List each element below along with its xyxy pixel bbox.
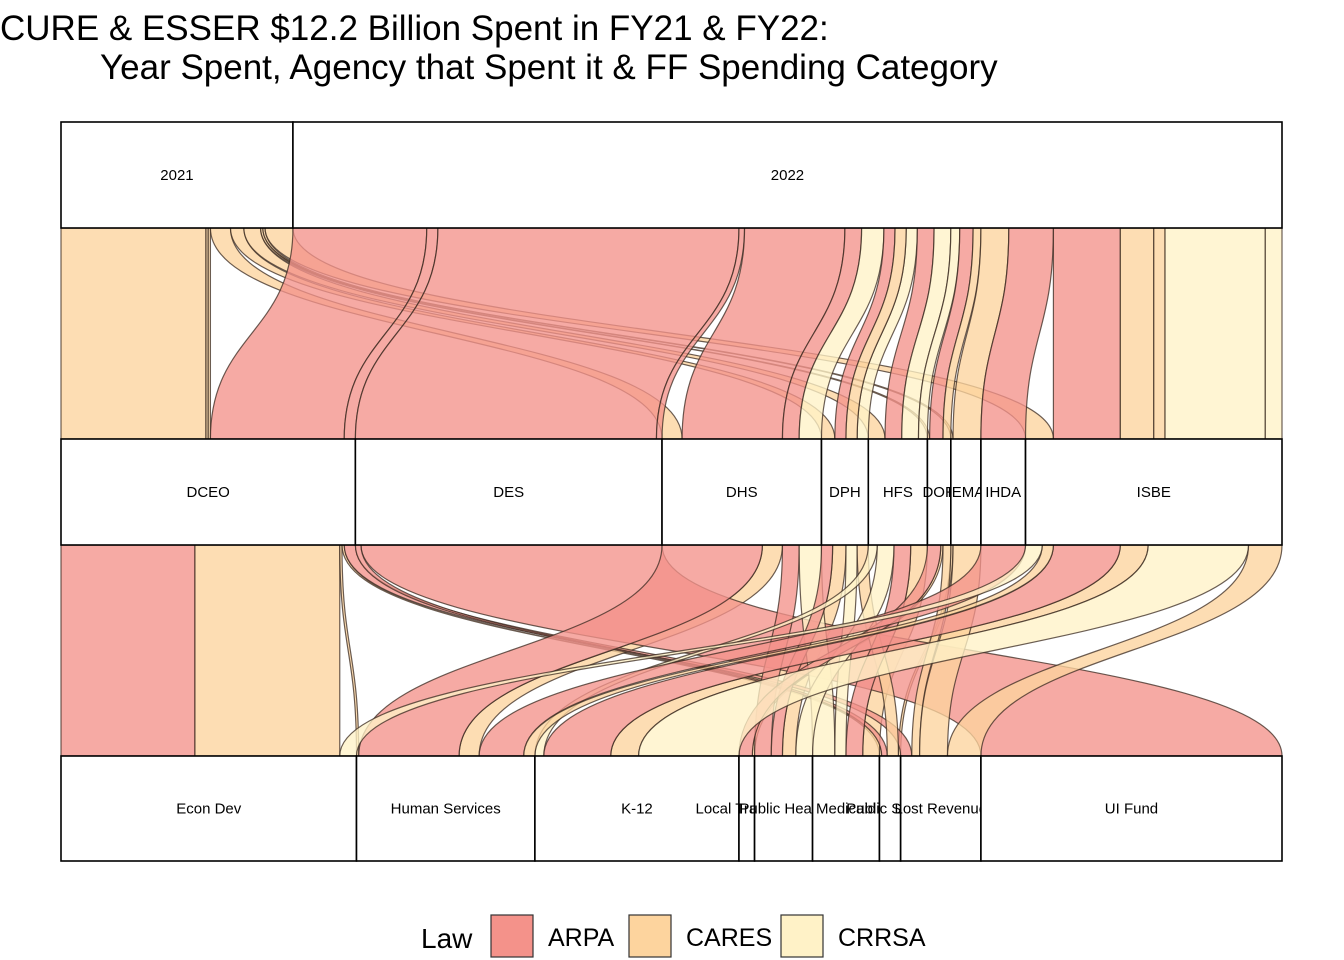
stratum-label-year-2022: 2022 [771, 167, 804, 184]
stratum-label-category-medicaid: Medicaid [816, 801, 876, 818]
stratum-label-category-ui-fund: UI Fund [1105, 801, 1158, 818]
stratum-label-agency-dph: DPH [829, 484, 861, 501]
stratum-label-category-public-health: Public Health [739, 801, 827, 818]
stratum-label-category-k-12: K-12 [621, 801, 653, 818]
legend: Law ARPA CARES CRRSA [421, 914, 926, 958]
stratum-agency-dhs [661, 438, 823, 546]
flows-agency-category [60, 544, 1283, 757]
flow-agency-category-cares-dceo-to-econ-dev [194, 544, 341, 757]
stratum-label-agency-hfs: HFS [883, 484, 913, 501]
flow-agency-category-cares-dceo-to-human-services [339, 544, 360, 757]
stratum-label-category-human-services: Human Services [391, 801, 501, 818]
legend-label-cares: CARES [686, 924, 772, 952]
stratum-label-agency-dhs: DHS [726, 484, 758, 501]
stratum-agency-iema [950, 438, 982, 546]
stratum-agency-ihda [980, 438, 1027, 546]
stratum-label-category-lost-revenue: Lost Revenue [895, 801, 988, 818]
flow-year-agency-cares-2021-to-dceo [207, 227, 212, 440]
stratum-label-category-econ-dev: Econ Dev [176, 801, 242, 818]
flow-year-agency-crrsa-2022-to-isbe [1264, 227, 1283, 440]
stratum-label-agency-dor: DOR [922, 484, 956, 501]
chart-subtitle: Year Spent, Agency that Spent it & FF Sp… [100, 48, 998, 87]
stratum-category-econ-dev [60, 755, 358, 862]
stratum-agency-hfs [867, 438, 929, 546]
flow-year-agency-cares-2022-to-isbe [1153, 227, 1166, 440]
stratum-agency-dph [820, 438, 870, 546]
legend-key-arpa [490, 914, 534, 958]
flow-year-agency-crrsa-2022-to-isbe [1164, 227, 1266, 440]
stratum-agency-isbe [1024, 438, 1283, 546]
stratum-agency-dceo [60, 438, 357, 546]
flow-year-agency-arpa-2022-to-isbe [1052, 227, 1121, 440]
stratum-label-year-2021: 2021 [160, 167, 193, 184]
flow-year-agency-cares-2022-to-isbe [1119, 227, 1155, 440]
legend-label-crrsa: CRRSA [838, 924, 926, 952]
stratum-category-ui-fund [980, 755, 1283, 862]
stratum-year-2022 [292, 121, 1283, 229]
legend-key-cares [628, 914, 672, 958]
stratum-label-agency-dceo: DCEO [187, 484, 230, 501]
flow-year-agency-cares-2021-to-dceo [60, 227, 207, 440]
stratum-category-lost-revenue [899, 755, 982, 862]
stratum-label-agency-isbe: ISBE [1137, 484, 1171, 501]
flows-year-agency [60, 227, 1283, 440]
legend-key-crrsa [780, 914, 824, 958]
legend-label-arpa: ARPA [548, 924, 615, 952]
stratum-year-2021 [60, 121, 294, 229]
stratum-label-agency-iema: IEMA [948, 484, 985, 501]
stratum-agency-des [354, 438, 663, 546]
stratum-category-k-12 [534, 755, 740, 862]
stratum-label-agency-des: DES [493, 484, 524, 501]
stratum-label-agency-ihda: IHDA [985, 484, 1021, 501]
stratum-category-medicaid [811, 755, 881, 862]
chart-title: CURE & ESSER $12.2 Billion Spent in FY21… [0, 9, 829, 48]
legend-title: Law [421, 923, 473, 954]
flow-agency-category-arpa-dceo-to-econ-dev [60, 544, 196, 757]
